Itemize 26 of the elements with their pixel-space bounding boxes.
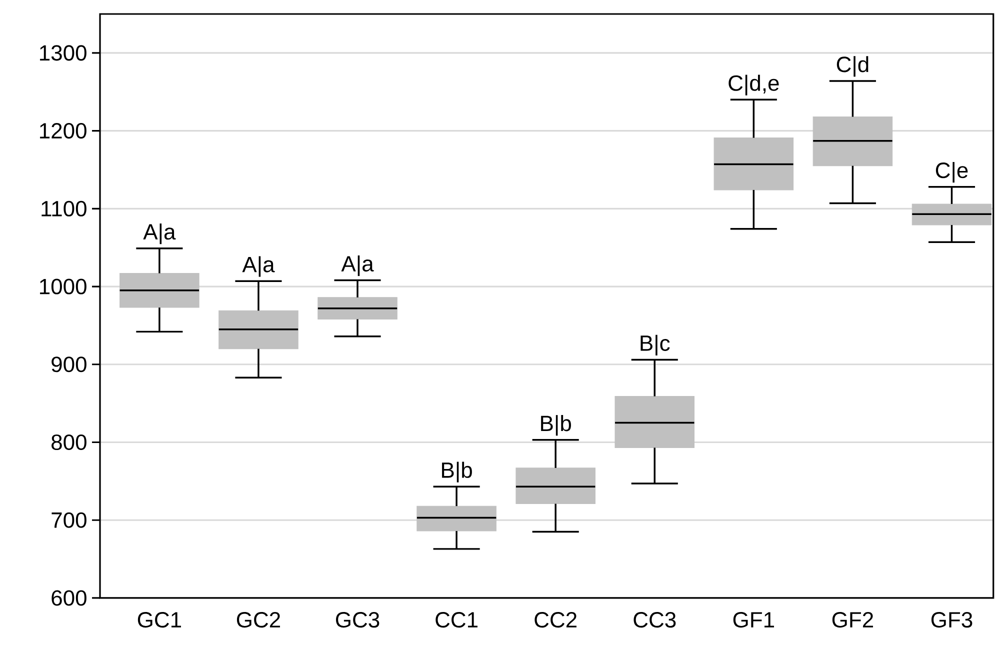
annotation: A|a [341,255,374,276]
annotation: B|b [541,415,571,436]
y-tick-label: 800 [52,434,86,450]
annotation: A|a [143,224,176,244]
x-tick-label: CC2 [534,612,576,628]
annotation: B|b [442,462,472,482]
annotation: C|d [836,56,868,77]
y-tick-label: 600 [52,590,86,606]
x-tick-label: GF3 [931,612,972,628]
y-tick-label: 1300 [40,45,86,61]
y-tick-label: 900 [52,356,86,372]
x-tick-label: CC1 [436,612,478,628]
y-tick-label: 1200 [40,122,86,139]
y-tick-label: 1100 [42,200,86,216]
annotation: C|e [936,162,968,183]
annotation: A|a [242,256,275,277]
x-tick-label: GF2 [832,612,873,628]
y-tick-label: 700 [52,512,86,528]
x-tick-label: GF1 [733,612,774,628]
annotation: C|d,e [728,74,779,96]
annotation: B|c [640,334,670,356]
y-tick-label: 1000 [40,278,86,294]
x-tick-label: GC1 [138,612,181,628]
x-tick-label: GC2 [236,612,280,628]
x-tick-label: CC3 [634,612,676,628]
x-tick-label: GC3 [336,612,380,628]
